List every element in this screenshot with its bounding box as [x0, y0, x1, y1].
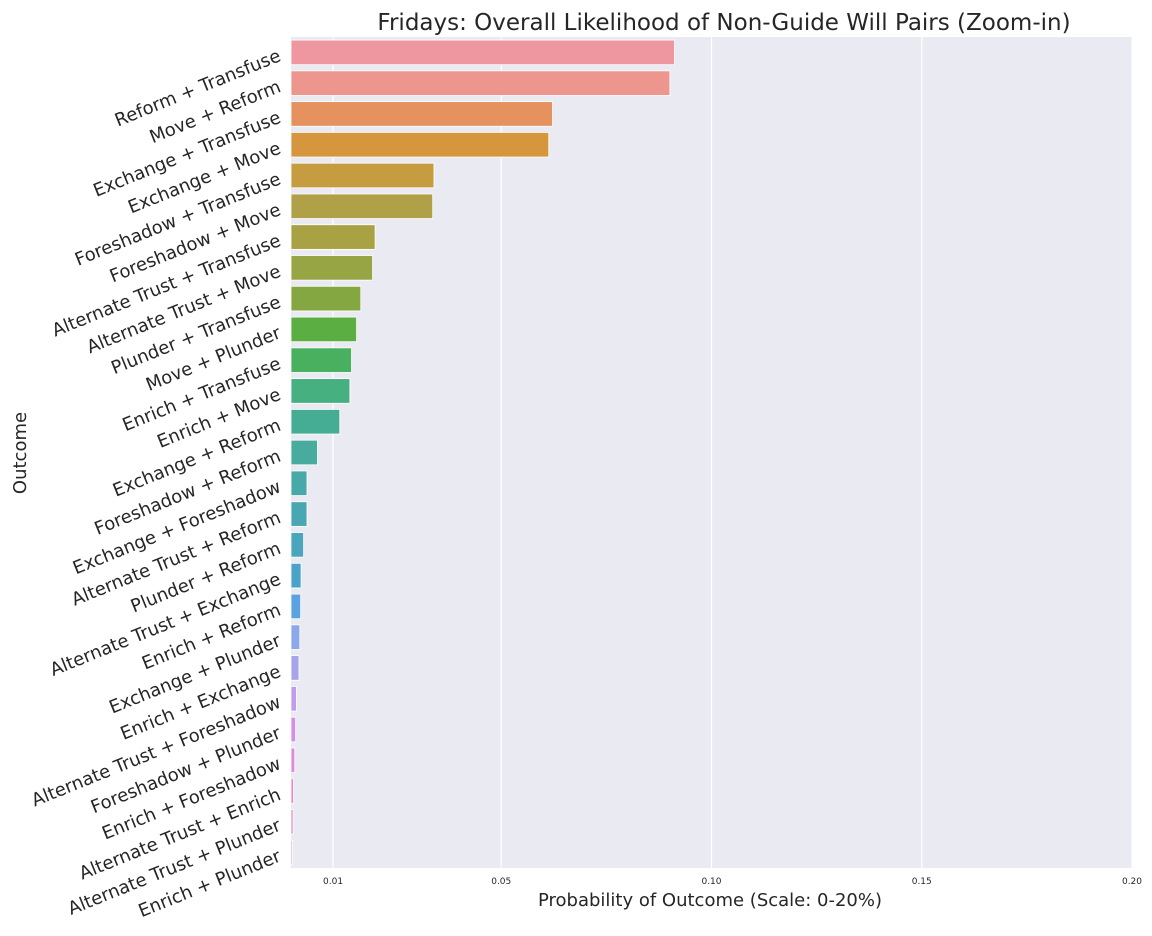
- bar: [290, 839, 293, 866]
- bar: [290, 255, 373, 281]
- bar: [290, 562, 302, 589]
- bar: [290, 716, 297, 743]
- bar: [290, 778, 294, 804]
- bar: [290, 39, 675, 66]
- bar: [290, 70, 671, 96]
- x-tick-label: 0.20: [1122, 877, 1142, 887]
- bar: [290, 501, 308, 527]
- x-tick-labels: 0.01 0.05 0.10 0.15 0.20: [323, 877, 1142, 887]
- x-tick-label: 0.05: [491, 877, 511, 887]
- bar: [290, 439, 318, 466]
- x-tick-label: 0.10: [701, 877, 721, 887]
- bar: [290, 347, 352, 373]
- chart-title: Fridays: Overall Likelihood of Non-Guide…: [377, 10, 1070, 36]
- bar: [290, 655, 300, 681]
- bar: [290, 132, 550, 158]
- bar: [290, 624, 301, 650]
- bar: [290, 686, 297, 712]
- bar: [290, 593, 302, 620]
- bar: [290, 532, 305, 558]
- bar: [290, 193, 434, 219]
- bar: [290, 809, 294, 835]
- bar: [290, 470, 308, 496]
- bar: [290, 224, 376, 250]
- bar: [290, 747, 296, 773]
- x-tick-label: 0.01: [323, 877, 343, 887]
- bars: [290, 39, 675, 866]
- bar: [290, 162, 435, 189]
- bar: [290, 378, 351, 404]
- y-axis-label: Outcome: [10, 412, 31, 494]
- bar: [290, 409, 341, 435]
- x-axis-label: Probability of Outcome (Scale: 0-20%): [538, 890, 882, 911]
- bar: [290, 285, 362, 312]
- x-tick-label: 0.15: [912, 877, 932, 887]
- bar: [290, 316, 357, 343]
- bar: [290, 101, 553, 127]
